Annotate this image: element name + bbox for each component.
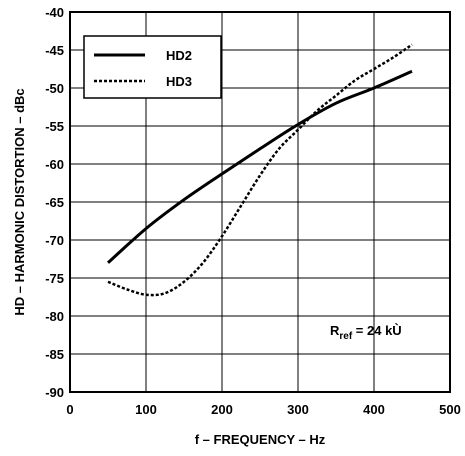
x-tick-label-3: 300 (287, 402, 309, 417)
legend-label-hd3: HD3 (166, 74, 192, 89)
x-tick-labels: 0 100 200 300 400 500 (66, 402, 460, 417)
y-tick-label-9: -85 (45, 347, 64, 362)
y-tick-labels: -40 -45 -50 -55 -60 -65 -70 -75 -80 -85 -90 (45, 5, 64, 400)
rref-annotation-main: R (330, 323, 340, 338)
y-tick-label-7: -75 (45, 271, 64, 286)
y-tick-label-8: -80 (45, 309, 64, 324)
y-tick-label-0: -40 (45, 5, 64, 20)
y-tick-label-1: -45 (45, 43, 64, 58)
x-tick-label-2: 200 (211, 402, 233, 417)
x-tick-label-5: 500 (439, 402, 461, 417)
x-axis-title: f – FREQUENCY – Hz (195, 432, 326, 447)
legend: HD2 HD3 (83, 35, 222, 99)
series-line-hd2 (106, 69, 413, 264)
rref-annotation: Rref = 24 kÙ (330, 323, 402, 342)
y-tick-label-5: -65 (45, 195, 64, 210)
x-tick-label-1: 100 (135, 402, 157, 417)
y-tick-label-10: -90 (45, 385, 64, 400)
y-tick-label-3: -55 (45, 119, 64, 134)
rref-annotation-rest: = 24 kÙ (352, 323, 402, 338)
x-tick-label-0: 0 (66, 402, 73, 417)
y-axis-title: HD – HARMONIC DISTORTION – dBc (12, 88, 27, 315)
plot-frame (69, 11, 451, 393)
y-tick-label-4: -60 (45, 157, 64, 172)
series-line-hd3 (107, 43, 413, 297)
series-lines (106, 43, 413, 297)
y-tick-label-2: -50 (45, 81, 64, 96)
y-tick-label-6: -70 (45, 233, 64, 248)
legend-label-hd2: HD2 (166, 48, 192, 63)
legend-box (83, 35, 222, 99)
rref-annotation-sub: ref (339, 331, 352, 342)
x-tick-label-4: 400 (363, 402, 385, 417)
